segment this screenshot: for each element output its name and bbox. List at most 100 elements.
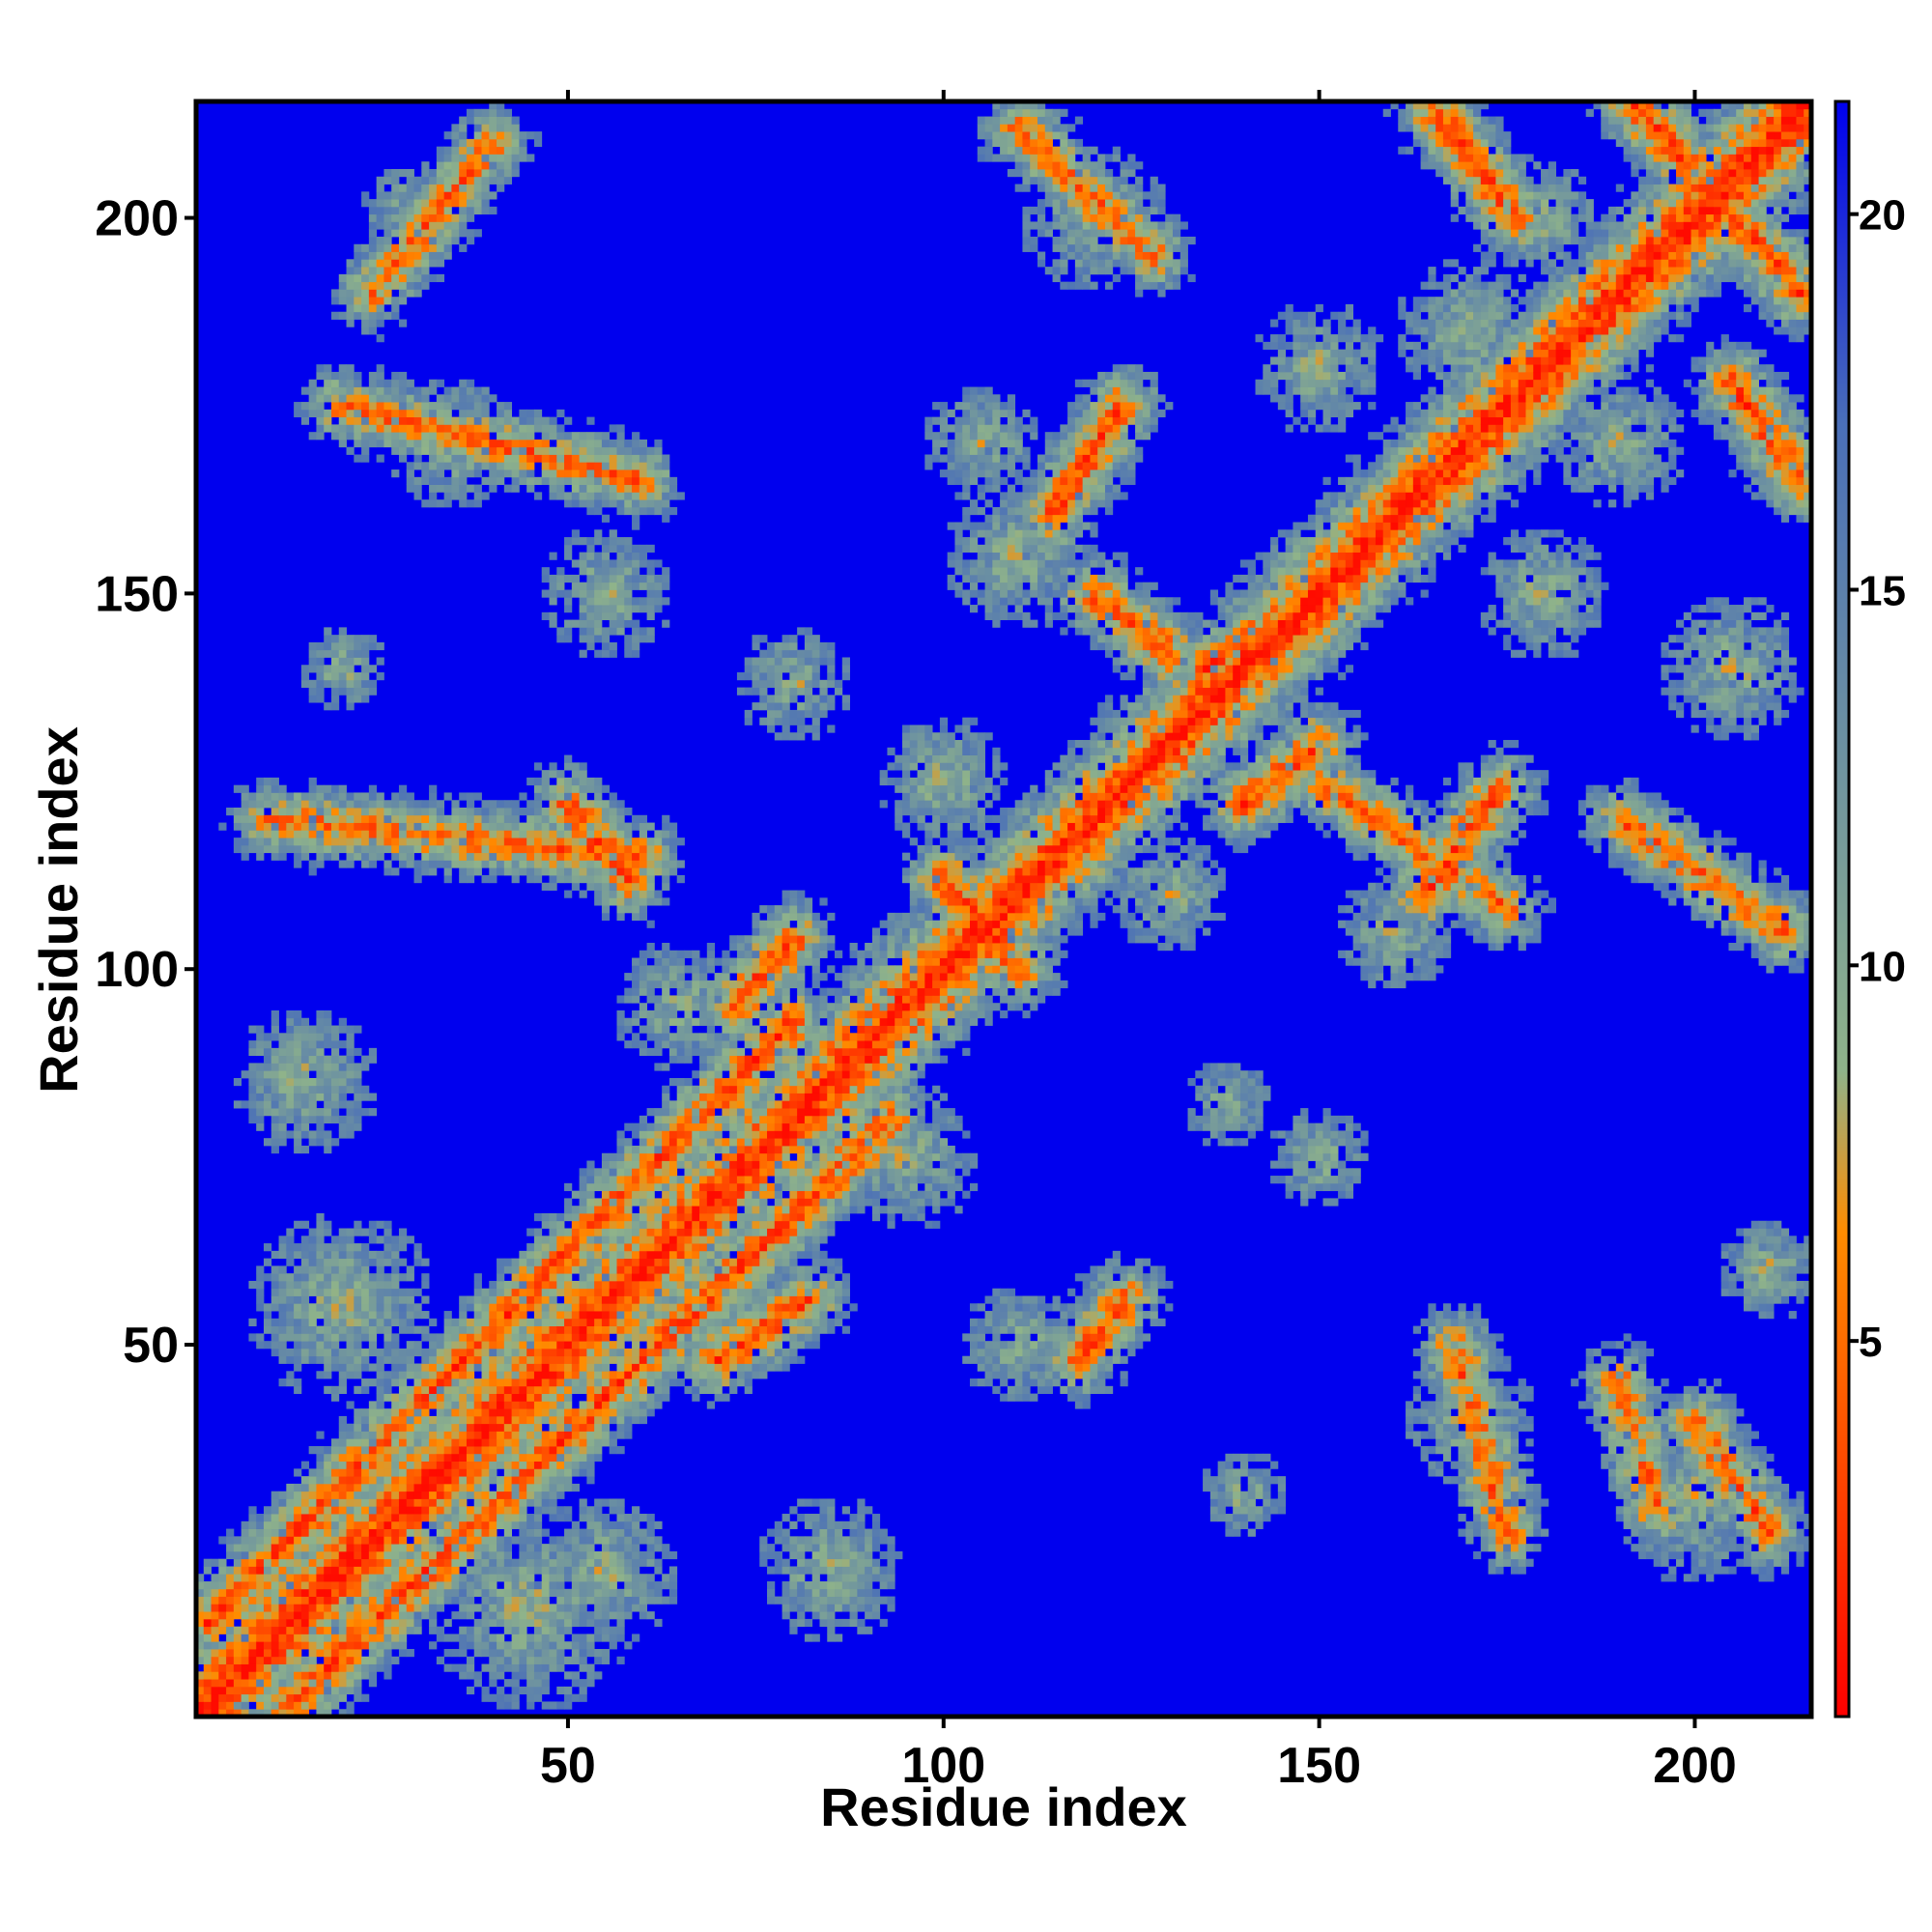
- heatmap-cell: [300, 1318, 310, 1327]
- heatmap-cell: [398, 1544, 408, 1552]
- heatmap-cell: [398, 409, 408, 418]
- heatmap-cell: [616, 897, 625, 906]
- heatmap-cell: [398, 439, 408, 448]
- heatmap-cell: [511, 1461, 520, 1469]
- heatmap-cell: [376, 1273, 384, 1282]
- heatmap-cell: [330, 1566, 340, 1575]
- heatmap-cell: [466, 191, 475, 200]
- heatmap-cell: [429, 1514, 438, 1522]
- heatmap-cell: [639, 965, 648, 974]
- heatmap-cell: [533, 838, 543, 846]
- heatmap-cell: [481, 154, 490, 162]
- heatmap-cell: [556, 1641, 565, 1650]
- heatmap-cell: [308, 1506, 317, 1515]
- heatmap-cell: [549, 619, 557, 628]
- heatmap-cell: [549, 1701, 557, 1710]
- heatmap-cell: [519, 1371, 527, 1379]
- heatmap-cell: [594, 605, 603, 613]
- heatmap-cell: [639, 1280, 648, 1290]
- heatmap-cell: [376, 289, 384, 298]
- heatmap-cell: [346, 1236, 355, 1244]
- heatmap-cell: [300, 808, 310, 816]
- heatmap-cell: [361, 1618, 370, 1628]
- heatmap-cell: [473, 1423, 482, 1432]
- heatmap-cell: [466, 138, 475, 148]
- heatmap-cell: [549, 792, 557, 801]
- heatmap-cell: [436, 1363, 445, 1372]
- heatmap-cell: [564, 838, 573, 846]
- heatmap-cell: [579, 1401, 587, 1409]
- heatmap-cell: [429, 1566, 438, 1575]
- heatmap-cell: [451, 1476, 460, 1485]
- heatmap-cell: [338, 635, 347, 643]
- heatmap-cell: [497, 476, 505, 486]
- heatmap-cell: [586, 1295, 595, 1304]
- heatmap-cell: [421, 1483, 430, 1492]
- heatmap-cell: [571, 1415, 581, 1425]
- heatmap-cell: [579, 1333, 587, 1342]
- heatmap-cell: [541, 1656, 550, 1664]
- heatmap-cell: [489, 1415, 497, 1425]
- heatmap-cell: [256, 1604, 265, 1612]
- heatmap-cell: [646, 1574, 655, 1582]
- heatmap-cell: [646, 1033, 655, 1041]
- heatmap-cell: [376, 641, 384, 651]
- heatmap-cell: [601, 1596, 611, 1605]
- heatmap-cell: [473, 1453, 482, 1462]
- heatmap-cell: [639, 582, 648, 590]
- heatmap-cell: [241, 1558, 249, 1567]
- heatmap-cell: [564, 1228, 573, 1236]
- heatmap-cell: [384, 867, 392, 876]
- heatmap-cell: [316, 1520, 325, 1529]
- heatmap-cell: [639, 1228, 648, 1236]
- heatmap-cell: [308, 1047, 317, 1057]
- heatmap-cell: [526, 1574, 535, 1582]
- heatmap-cell: [601, 605, 611, 613]
- heatmap-cell: [579, 1385, 587, 1394]
- heatmap-cell: [497, 1446, 505, 1455]
- heatmap-cell: [519, 469, 527, 478]
- heatmap-cell: [294, 1626, 302, 1634]
- heatmap-cell: [368, 1566, 378, 1575]
- heatmap-cell: [594, 635, 603, 643]
- heatmap-cell: [594, 1453, 603, 1462]
- heatmap-cell: [533, 852, 543, 861]
- heatmap-cell: [421, 1333, 430, 1342]
- heatmap-cell: [256, 1618, 265, 1628]
- heatmap-cell: [511, 1431, 520, 1439]
- heatmap-cell: [473, 1626, 482, 1634]
- heatmap-cell: [398, 229, 408, 238]
- heatmap-cell: [616, 1333, 625, 1342]
- heatmap-cell: [624, 589, 633, 598]
- heatmap-cell: [376, 206, 384, 215]
- heatmap-cell: [354, 1514, 362, 1522]
- heatmap-cell: [398, 852, 408, 861]
- heatmap-cell: [308, 1604, 317, 1612]
- heatmap-cell: [579, 476, 587, 486]
- heatmap-cell: [429, 446, 438, 455]
- heatmap-cell: [594, 784, 603, 793]
- heatmap-cell: [497, 101, 505, 110]
- heatmap-cell: [511, 1453, 520, 1462]
- heatmap-cell: [489, 424, 497, 433]
- heatmap-cell: [511, 1311, 520, 1320]
- heatmap-cell: [256, 1520, 265, 1529]
- heatmap-cell: [526, 1468, 535, 1477]
- heatmap-cell: [503, 1536, 513, 1545]
- heatmap-cell: [451, 1544, 460, 1552]
- heatmap-cell: [624, 1152, 633, 1161]
- heatmap-cell: [594, 1280, 603, 1290]
- heatmap-cell: [330, 1393, 340, 1402]
- heatmap-cell: [361, 386, 370, 395]
- heatmap-cell: [594, 1626, 603, 1634]
- heatmap-cell: [473, 814, 482, 823]
- heatmap-cell: [330, 1476, 340, 1485]
- heatmap-cell: [413, 1378, 422, 1387]
- heatmap-cell: [376, 1596, 384, 1605]
- heatmap-cell: [526, 476, 535, 486]
- heatmap-cell: [624, 1040, 633, 1049]
- heatmap-cell: [376, 1656, 384, 1664]
- heatmap-cell: [376, 432, 384, 440]
- heatmap-cell: [489, 454, 497, 463]
- heatmap-cell: [503, 1596, 513, 1605]
